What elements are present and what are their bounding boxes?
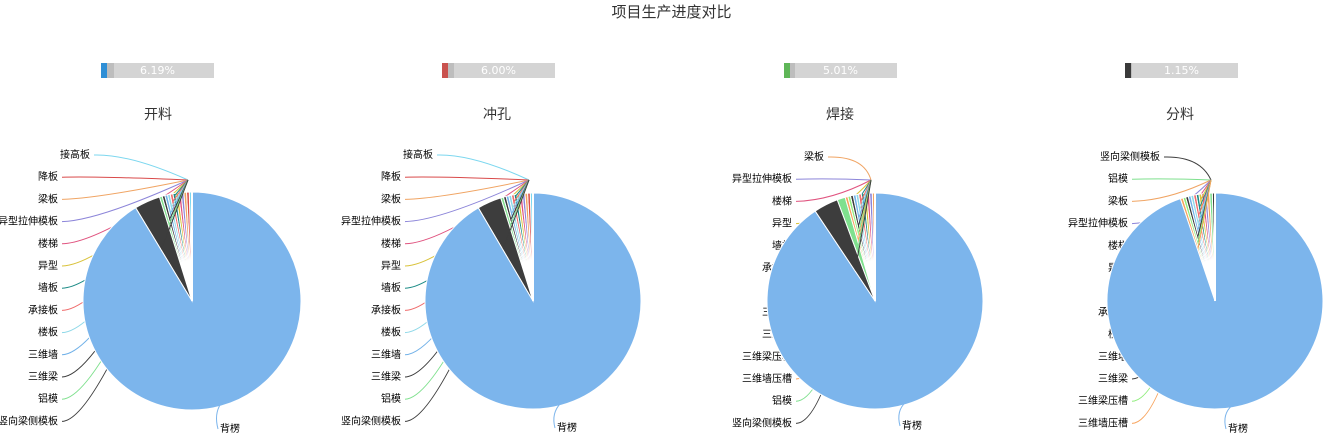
chart-panel-hanjie: 5.01% 焊接 梁板异型拉伸模板楼梯异型墙板承接板楼板三维墙三维梁三维梁压槽三… [670, 0, 1005, 440]
progress-label: 6.19% [140, 64, 175, 77]
slice-label: 三维梁 [371, 370, 401, 383]
slice-label: 铝模 [1108, 173, 1128, 185]
progress-bar-accent [784, 63, 790, 78]
slice-label: 楼梯 [381, 237, 401, 250]
label-connector [1131, 179, 1212, 202]
slice-label: 降板 [38, 170, 58, 183]
slice-label: 三维墙 [28, 348, 58, 361]
slice-label: 背楞 [557, 421, 577, 434]
progress-bar-accent [101, 63, 107, 78]
label-connector [1163, 156, 1212, 181]
slice-label: 墙板 [381, 281, 401, 294]
label-connector [795, 179, 872, 202]
slice-label: 梁板 [38, 192, 58, 205]
progress-bar-fill [448, 63, 455, 78]
chart-panel-chongkong: 6.00% 冲孔 接高板 降板梁板异型拉伸模板楼梯异型墙板承接板楼板三维墙三维梁铝… [335, 0, 670, 440]
label-connector [404, 179, 530, 200]
label-connector [216, 403, 222, 430]
label-connector [827, 156, 872, 181]
slice-label: 铝模 [381, 393, 401, 405]
slice-label: 铝模 [772, 395, 792, 407]
progress-bar: 5.01% [784, 63, 897, 78]
slice-label: 梁板 [804, 150, 824, 163]
chart-title: 开料 [144, 107, 172, 123]
label-connector [898, 401, 906, 427]
label-connector [404, 179, 530, 223]
progress-label: 6.00% [481, 64, 516, 77]
slice-label: 降板 [381, 170, 401, 183]
label-connector [93, 154, 189, 181]
slice-label: 楼梯 [38, 237, 58, 250]
slice-label: 接高板 [403, 148, 433, 161]
label-connector [1224, 405, 1233, 430]
slice-label: 三维墙 [371, 348, 401, 361]
slice-label: 三维墙压槽 [742, 372, 792, 385]
chart-title: 焊接 [826, 107, 854, 123]
chart-title: 冲孔 [483, 107, 511, 123]
slice-label: 接高板 [60, 148, 90, 161]
slice-label: 楼板 [38, 326, 58, 339]
label-connector [553, 402, 562, 429]
slice-label: 墙板 [38, 281, 58, 294]
slice-label: 竖向梁侧模板 [341, 414, 401, 427]
progress-bar-accent [442, 63, 448, 78]
label-connector [61, 179, 189, 223]
slice-label: 异型拉伸模板 [1068, 217, 1128, 230]
slice-label: 背楞 [220, 422, 240, 435]
slice-label: 三维梁 [1098, 372, 1128, 385]
slice-label: 三维梁 [28, 370, 58, 383]
progress-bar: 1.15% [1125, 63, 1238, 78]
slice-label: 竖向梁侧模板 [1100, 150, 1160, 163]
slice-label: 异型拉伸模板 [341, 215, 401, 228]
progress-bar-accent [1125, 63, 1131, 78]
slice-label: 异型 [772, 217, 792, 230]
chart-title: 分料 [1166, 107, 1194, 123]
progress-bar-fill [790, 63, 796, 78]
slice-label: 异型拉伸模板 [732, 172, 792, 185]
slice-label: 异型 [381, 259, 401, 272]
pie-chart: 梁板异型拉伸模板楼梯异型墙板承接板楼板三维墙三维梁三维梁压槽三维墙压槽铝模竖向梁… [732, 150, 984, 432]
chart-panel-fenliao: 1.15% 分料 竖向梁侧模板铝模梁板异型拉伸模板楼梯异型墙板承接板楼板三维墙三… [1005, 0, 1340, 440]
slice-label: 竖向梁侧模板 [732, 416, 792, 429]
slice-label: 铝模 [38, 393, 58, 405]
slice-label: 背楞 [902, 419, 922, 432]
slice-label: 梁板 [381, 192, 401, 205]
progress-bar-fill [1131, 63, 1133, 78]
slice-label: 异型 [38, 259, 58, 272]
progress-bar: 6.19% [101, 63, 214, 78]
slice-label: 三维梁压槽 [742, 350, 792, 363]
slice-label: 三维墙压槽 [1078, 416, 1128, 429]
label-connector [404, 176, 530, 181]
slice-label: 承接板 [28, 303, 58, 316]
label-connector [436, 154, 530, 181]
slice-label: 楼板 [381, 326, 401, 339]
progress-bar: 6.00% [442, 63, 555, 78]
progress-label: 1.15% [1164, 64, 1199, 77]
slice-label: 承接板 [371, 303, 401, 316]
progress-bar-fill [107, 63, 114, 78]
slice-label: 竖向梁侧模板 [0, 414, 58, 427]
progress-label: 5.01% [823, 64, 858, 77]
slice-label: 背楞 [1228, 422, 1248, 435]
pie-chart: 竖向梁侧模板铝模梁板异型拉伸模板楼梯异型墙板承接板楼板三维墙三维梁三维梁压槽三维… [1068, 150, 1324, 435]
slice-label: 楼梯 [772, 194, 792, 207]
label-connector [1131, 178, 1212, 181]
label-connector [61, 176, 189, 181]
slice-label: 梁板 [1108, 194, 1128, 207]
label-connector [61, 179, 189, 200]
label-connector [795, 178, 872, 181]
slice-label: 异型拉伸模板 [0, 215, 58, 228]
page-title: 项目生产进度对比 [611, 3, 732, 21]
chart-panel-kailiao: 6.19% 开料 接高板 降板梁板异型拉伸模板楼梯异型墙板承接板楼板三维墙三维梁铝… [0, 0, 335, 440]
slice-label: 三维梁压槽 [1078, 394, 1128, 407]
